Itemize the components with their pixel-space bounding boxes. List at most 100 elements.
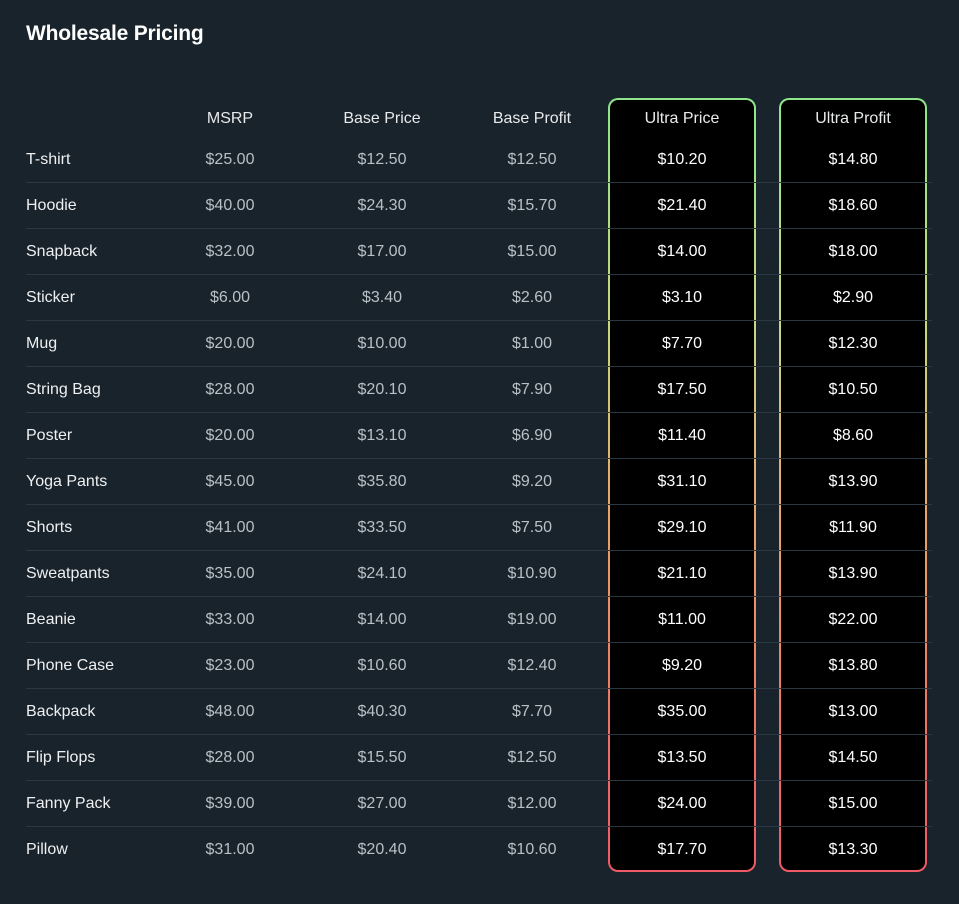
row-divider [26,366,932,367]
product-name: Yoga Pants [26,473,108,490]
ultra-profit-cell: $11.90 [829,519,877,536]
table-row: Snapback $32.00 $17.00 $15.00 $14.00 $18.00 [26,229,932,275]
base-profit-cell: $12.00 [507,795,557,812]
ultra-profit-cell: $13.30 [828,841,878,858]
ultra-profit-cell: $2.90 [832,289,874,306]
msrp-cell: $48.00 [205,703,255,720]
base-profit-cell: $9.20 [511,473,553,490]
table-row: Phone Case $23.00 $10.60 $12.40 $9.20 $13.80 [26,643,932,689]
row-divider [26,182,932,183]
header-msrp: MSRP [206,110,254,127]
ultra-price-cell: $17.50 [657,381,707,398]
row-divider [26,826,932,827]
table-row: Fanny Pack $39.00 $27.00 $12.00 $24.00 $15.00 [26,781,932,827]
row-divider [26,320,932,321]
ultra-price-cell: $11.00 [658,611,706,628]
ultra-price-cell: $21.40 [657,197,707,214]
row-divider [26,780,932,781]
ultra-price-cell: $3.10 [661,289,703,306]
ultra-price-cell: $24.00 [657,795,707,812]
ultra-profit-cell: $15.00 [828,795,878,812]
base-price-cell: $14.00 [357,611,407,628]
ultra-profit-cell: $13.90 [828,565,878,582]
base-price-cell: $24.10 [357,565,407,582]
base-profit-cell: $10.60 [507,841,557,858]
msrp-cell: $35.00 [205,565,255,582]
msrp-cell: $45.00 [205,473,255,490]
table-row: Hoodie $40.00 $24.30 $15.70 $21.40 $18.60 [26,183,932,229]
base-price-cell: $20.40 [357,841,407,858]
base-price-cell: $35.80 [357,473,407,490]
ultra-price-cell: $31.10 [657,473,707,490]
ultra-profit-cell: $18.60 [828,197,878,214]
header-ultra-price: Ultra Price [644,110,720,127]
row-divider [26,274,932,275]
base-price-cell: $13.10 [357,427,407,444]
table-row: Yoga Pants $45.00 $35.80 $9.20 $31.10 $13.90 [26,459,932,505]
ultra-profit-cell: $18.00 [828,243,878,260]
ultra-profit-cell: $14.50 [828,749,878,766]
msrp-cell: $28.00 [205,749,255,766]
table-row: Sticker $6.00 $3.40 $2.60 $3.10 $2.90 [26,275,932,321]
msrp-cell: $40.00 [205,197,255,214]
header-ultra-profit: Ultra Profit [815,110,891,127]
ultra-profit-cell: $10.50 [828,381,878,398]
ultra-price-cell: $14.00 [657,243,707,260]
ultra-profit-cell: $14.80 [828,151,878,168]
ultra-price-cell: $13.50 [657,749,707,766]
table-row: Beanie $33.00 $14.00 $19.00 $11.00 $22.00 [26,597,932,643]
row-divider [26,504,932,505]
product-name: Sticker [26,289,75,306]
page-title: Wholesale Pricing [26,22,204,45]
base-price-cell: $20.10 [357,381,407,398]
row-divider [26,734,932,735]
ultra-price-cell: $11.40 [658,427,706,444]
ultra-price-cell: $17.70 [657,841,707,858]
product-name: Fanny Pack [26,795,111,812]
ultra-profit-cell: $13.80 [828,657,878,674]
table-row: Flip Flops $28.00 $15.50 $12.50 $13.50 $14.50 [26,735,932,781]
product-name: Backpack [26,703,96,720]
product-name: Flip Flops [26,749,96,766]
base-profit-cell: $12.50 [507,151,557,168]
base-price-cell: $10.60 [357,657,407,674]
base-price-cell: $17.00 [357,243,407,260]
table-row: Shorts $41.00 $33.50 $7.50 $29.10 $11.90 [26,505,932,551]
base-profit-cell: $19.00 [507,611,557,628]
msrp-cell: $20.00 [205,427,255,444]
base-price-cell: $3.40 [361,289,403,306]
base-profit-cell: $15.70 [507,197,557,214]
ultra-price-cell: $10.20 [657,151,707,168]
product-name: Poster [26,427,73,444]
table-row: Poster $20.00 $13.10 $6.90 $11.40 $8.60 [26,413,932,459]
base-profit-cell: $15.00 [507,243,557,260]
msrp-cell: $32.00 [205,243,255,260]
row-divider [26,228,932,229]
msrp-cell: $28.00 [205,381,255,398]
base-price-cell: $15.50 [357,749,407,766]
base-price-cell: $24.30 [357,197,407,214]
row-divider [26,596,932,597]
ultra-profit-cell: $22.00 [828,611,878,628]
base-price-cell: $12.50 [357,151,407,168]
ultra-profit-cell: $12.30 [828,335,878,352]
base-profit-cell: $6.90 [511,427,553,444]
ultra-price-cell: $35.00 [657,703,707,720]
table-row: T-shirt $25.00 $12.50 $12.50 $10.20 $14.80 [26,137,932,183]
ultra-price-cell: $29.10 [657,519,707,536]
product-name: T-shirt [26,151,71,168]
ultra-profit-cell: $13.90 [828,473,878,490]
product-name: Pillow [26,841,68,858]
ultra-price-cell: $9.20 [661,657,703,674]
product-name: Phone Case [26,657,115,674]
msrp-cell: $41.00 [205,519,255,536]
table-row: Backpack $48.00 $40.30 $7.70 $35.00 $13.00 [26,689,932,735]
base-profit-cell: $2.60 [511,289,553,306]
base-profit-cell: $12.50 [507,749,557,766]
msrp-cell: $20.00 [205,335,255,352]
base-profit-cell: $12.40 [507,657,557,674]
base-price-cell: $10.00 [357,335,407,352]
ultra-price-highlight [608,98,756,872]
base-price-cell: $27.00 [357,795,407,812]
